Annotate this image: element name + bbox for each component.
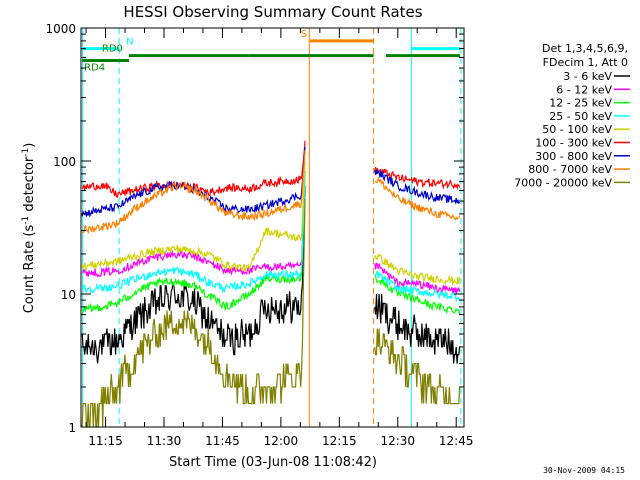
series-line xyxy=(81,185,306,364)
x-tick-label: 12:45 xyxy=(439,434,474,448)
x-tick-label: 12:00 xyxy=(264,434,299,448)
series-line xyxy=(374,169,461,205)
series-line xyxy=(81,146,306,218)
y-tick-label: 1000 xyxy=(45,22,76,36)
series-line xyxy=(374,270,461,303)
series-line xyxy=(374,293,461,364)
plot-area: N S RD0 RD4 xyxy=(81,28,462,428)
flag-label: N xyxy=(126,37,133,48)
axes: 1 10 100 1000 11:15 11:30 11:45 12:00 12:15 12:30… xyxy=(45,22,473,448)
series-line xyxy=(82,172,306,294)
series-line xyxy=(374,176,461,221)
legend-label: 25 - 50 keV xyxy=(549,110,612,123)
flag-label: S xyxy=(301,29,307,40)
legend-label: 50 - 100 keV xyxy=(542,123,612,136)
series-line xyxy=(374,253,461,287)
flag-label: RD0 xyxy=(102,44,123,55)
series-line xyxy=(374,328,461,405)
legend-label: 800 - 7000 keV xyxy=(528,163,612,176)
x-axis-label: Start Time (03-Jun-08 11:08:42) xyxy=(169,455,377,470)
legend-label: 3 - 6 keV xyxy=(563,70,612,83)
flag-label: RD4 xyxy=(84,62,105,73)
series-line xyxy=(81,198,306,428)
x-tick-label: 11:45 xyxy=(205,434,240,448)
plot-frame xyxy=(80,27,465,428)
y-tick-label: 100 xyxy=(53,155,76,169)
legend-label: 7000 - 20000 keV xyxy=(514,176,612,189)
y-tick-label: 1 xyxy=(68,421,76,435)
x-tick-label: 12:15 xyxy=(322,434,357,448)
x-tick-label: 12:30 xyxy=(380,434,415,448)
legend-label: 100 - 300 keV xyxy=(535,137,612,150)
x-tick-label: 11:15 xyxy=(88,434,123,448)
legend-header-line-1: Det 1,3,4,5,6,9, xyxy=(542,42,628,55)
chart-title: HESSI Observing Summary Count Rates xyxy=(123,3,422,21)
series-line xyxy=(374,275,461,315)
series-line xyxy=(81,175,306,315)
series-line xyxy=(374,166,461,191)
y-tick-label: 10 xyxy=(61,288,76,302)
series-line xyxy=(81,150,306,235)
series-line xyxy=(374,262,461,295)
legend-label: 6 - 12 keV xyxy=(556,83,612,96)
x-tick-label: 11:30 xyxy=(147,434,182,448)
legend-label: 300 - 800 keV xyxy=(535,150,612,163)
legend: Det 1,3,4,5,6,9, FDecim 1, Att 0 3 - 6 k… xyxy=(514,42,630,189)
footer-timestamp: 30-Nov-2009 04:15 xyxy=(543,466,625,475)
y-axis-label: Count Rate (s-1 detector-1) xyxy=(21,143,37,314)
series-line xyxy=(81,140,306,199)
series-line xyxy=(81,161,306,273)
series-line xyxy=(81,171,306,278)
legend-header-line-2: FDecim 1, Att 0 xyxy=(543,56,628,69)
legend-label: 12 - 25 keV xyxy=(549,97,612,110)
